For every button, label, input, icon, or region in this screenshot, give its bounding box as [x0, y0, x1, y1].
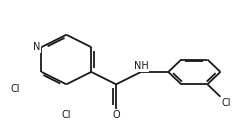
- Text: Cl: Cl: [222, 98, 231, 108]
- Text: O: O: [112, 110, 120, 120]
- Text: Cl: Cl: [62, 110, 71, 120]
- Text: N: N: [33, 42, 40, 52]
- Text: Cl: Cl: [11, 84, 20, 94]
- Text: NH: NH: [134, 61, 148, 71]
